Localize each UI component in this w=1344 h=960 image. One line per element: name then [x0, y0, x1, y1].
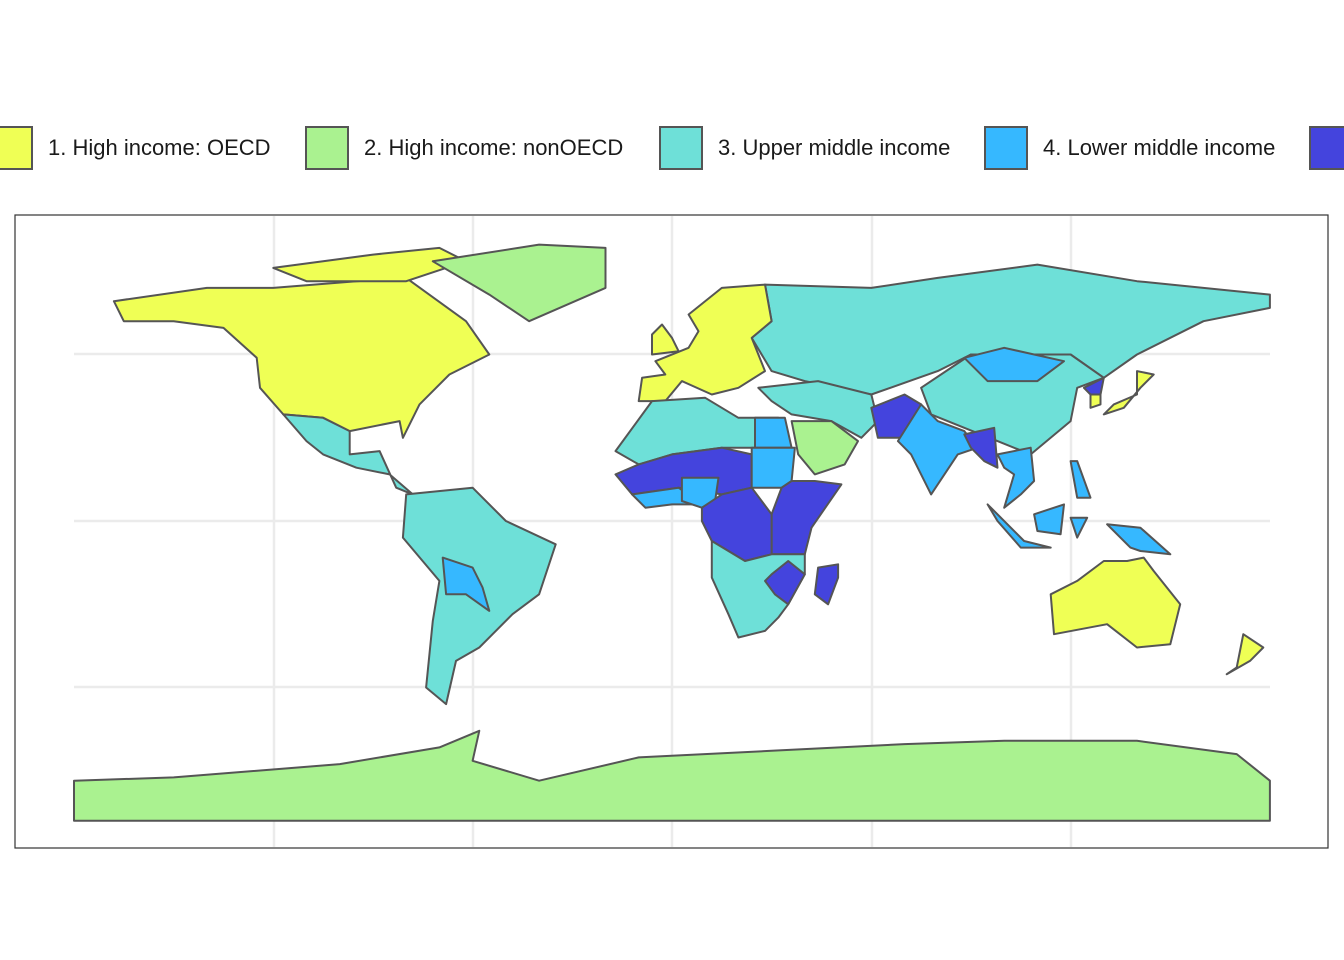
legend-swatch: [984, 126, 1028, 170]
countries: [73, 243, 1271, 822]
country: [1069, 516, 1089, 539]
country: [963, 426, 999, 469]
country: [1225, 633, 1265, 676]
legend-label: 1. High income: OECD: [48, 135, 271, 160]
legend-swatch: [1309, 126, 1344, 170]
country: [750, 446, 796, 489]
country: [1102, 370, 1155, 416]
legend-label: 2. High income: nonOECD: [364, 135, 623, 160]
country: [651, 323, 680, 356]
country: [1049, 556, 1182, 649]
legend: 1. High income: OECD 2. High income: nonO…: [0, 126, 1344, 170]
country: [754, 416, 793, 449]
country: [680, 476, 720, 509]
legend-label: 3. Upper middle income: [718, 135, 950, 160]
country: [441, 556, 491, 612]
country: [986, 503, 1052, 549]
country: [996, 446, 1036, 509]
country: [1033, 503, 1065, 536]
legend-swatch: [305, 126, 349, 170]
legend-swatch: [0, 126, 33, 170]
country: [757, 380, 879, 439]
country: [764, 560, 806, 606]
country: [813, 563, 840, 606]
country: [282, 413, 414, 496]
country: [790, 420, 859, 476]
country: [1089, 393, 1102, 409]
legend-swatch: [659, 126, 703, 170]
country: [963, 346, 1065, 383]
country: [1069, 460, 1092, 499]
country: [1106, 523, 1172, 556]
country: [431, 243, 607, 323]
legend-label: 4. Lower middle income: [1043, 135, 1275, 160]
country: [637, 283, 773, 403]
country: [73, 729, 1271, 822]
